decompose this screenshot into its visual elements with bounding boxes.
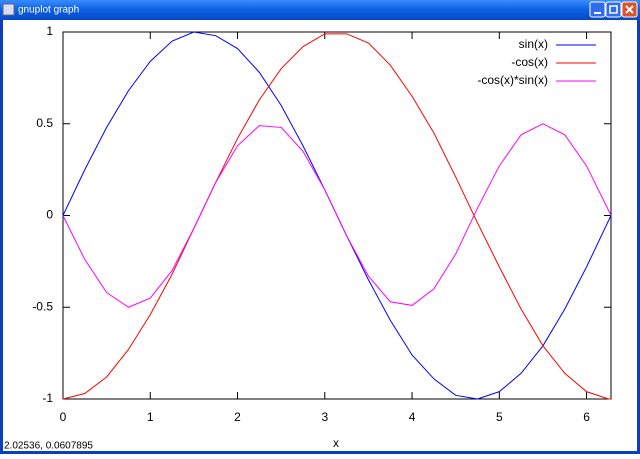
y-tick-label: 0 (46, 208, 53, 222)
legend-label: -cos(x) (511, 55, 548, 69)
x-tick-label: 6 (583, 410, 590, 424)
x-tick-label: 5 (496, 410, 503, 424)
x-axis-label: x (333, 436, 339, 450)
y-tick-label: -1 (42, 391, 53, 405)
legend-label: -cos(x)*sin(x) (477, 73, 548, 87)
app-icon (2, 3, 15, 16)
window-buttons (589, 1, 638, 18)
x-tick-label: 3 (321, 410, 328, 424)
x-tick-label: 2 (234, 410, 241, 424)
status-text: 2.02536, 0.0607895 (4, 441, 93, 452)
minimize-button[interactable] (589, 1, 606, 18)
plot: -1 -0.5 0 0.5 1 0 1 2 3 4 5 6 sin(x) -cos(x) -cos(x)*s… (32, 24, 612, 424)
series-line (62, 33, 611, 400)
x-tick-label: 4 (409, 410, 416, 424)
y-tick-label: 1 (46, 24, 53, 38)
window-title: gnuplot graph (18, 5, 79, 16)
series-line (62, 123, 612, 308)
y-tick-label: 0.5 (36, 116, 53, 130)
maximize-button[interactable] (605, 1, 622, 18)
title-bar (0, 0, 640, 20)
x-tick-label: 1 (147, 410, 154, 424)
legend-label: sin(x) (519, 37, 548, 51)
x-tick-label: 0 (60, 410, 67, 424)
y-tick-label: -0.5 (32, 299, 53, 313)
client-area (3, 20, 637, 451)
